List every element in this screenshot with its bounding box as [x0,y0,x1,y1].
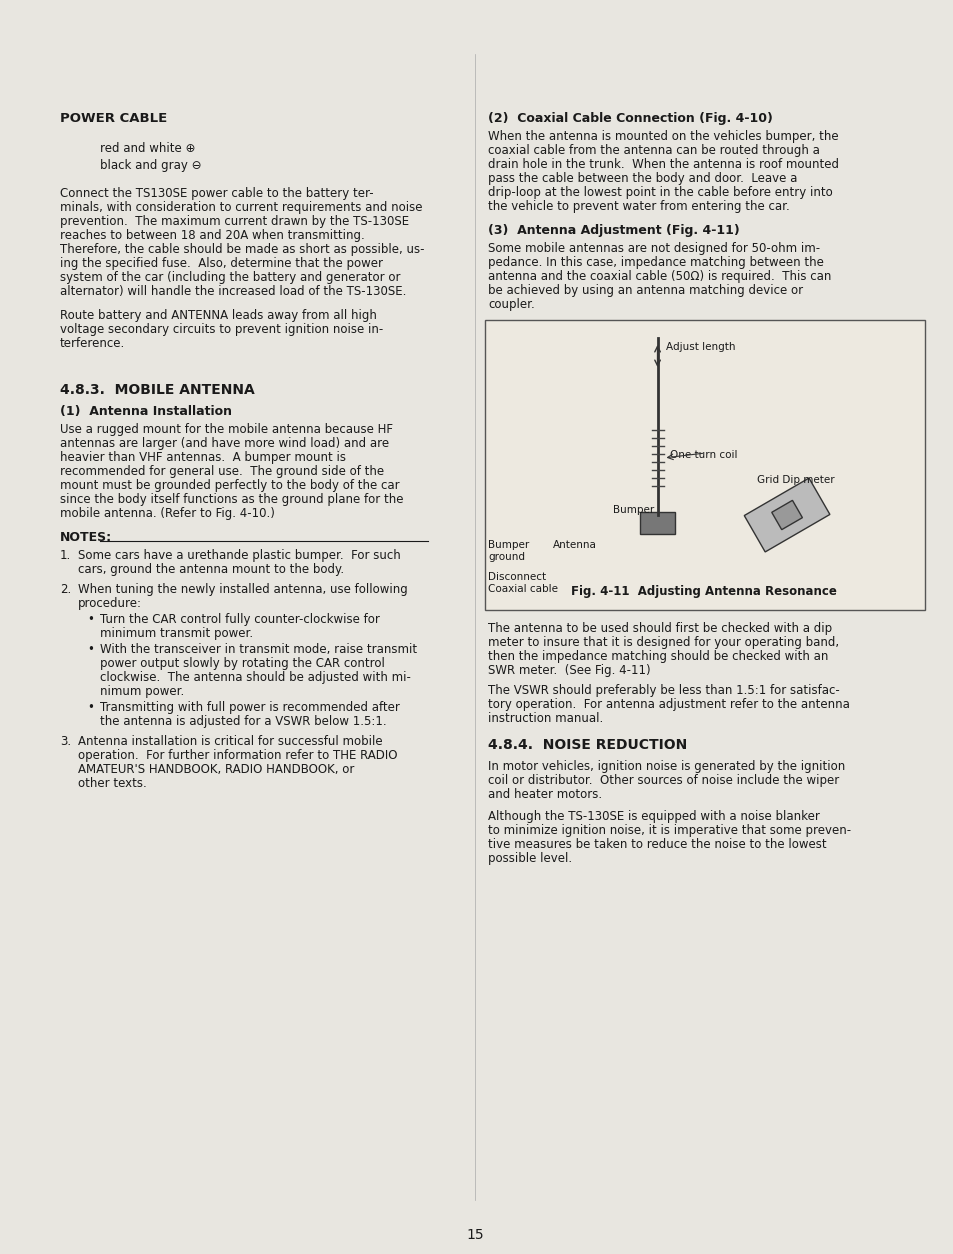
Text: voltage secondary circuits to prevent ignition noise in-: voltage secondary circuits to prevent ig… [60,324,382,336]
Text: The antenna to be used should first be checked with a dip: The antenna to be used should first be c… [488,622,831,635]
Text: mobile antenna. (Refer to Fig. 4-10.): mobile antenna. (Refer to Fig. 4-10.) [60,507,274,520]
Text: alternator) will handle the increased load of the TS-130SE.: alternator) will handle the increased lo… [60,285,406,298]
Text: other texts.: other texts. [77,777,147,790]
Text: •: • [88,701,94,714]
Text: (1)  Antenna Installation: (1) Antenna Installation [60,405,232,418]
Text: heavier than VHF antennas.  A bumper mount is: heavier than VHF antennas. A bumper moun… [60,451,345,464]
Text: Connect the TS130SE power cable to the battery ter-: Connect the TS130SE power cable to the b… [60,187,373,199]
Text: (2)  Coaxial Cable Connection (Fig. 4-10): (2) Coaxial Cable Connection (Fig. 4-10) [488,112,772,125]
Text: operation.  For further information refer to THE RADIO: operation. For further information refer… [77,749,396,762]
Text: •: • [88,643,94,656]
Text: AMATEUR'S HANDBOOK, RADIO HANDBOOK, or: AMATEUR'S HANDBOOK, RADIO HANDBOOK, or [77,762,354,776]
Text: Coaxial cable: Coaxial cable [488,584,558,594]
Text: Antenna: Antenna [553,540,597,551]
Bar [639,512,675,534]
Text: the vehicle to prevent water from entering the car.: the vehicle to prevent water from enteri… [488,199,789,213]
Text: NOTES:: NOTES: [60,530,112,544]
Text: prevention.  The maximum current drawn by the TS-130SE: prevention. The maximum current drawn by… [60,214,409,228]
Text: and heater motors.: and heater motors. [488,788,601,801]
Text: Fig. 4-11  Adjusting Antenna Resonance: Fig. 4-11 Adjusting Antenna Resonance [571,586,837,598]
Text: Route battery and ANTENNA leads away from all high: Route battery and ANTENNA leads away fro… [60,308,376,322]
Text: meter to insure that it is designed for your operating band,: meter to insure that it is designed for … [488,636,839,650]
Text: instruction manual.: instruction manual. [488,712,603,725]
Text: possible level.: possible level. [488,851,572,865]
Text: POWER CABLE: POWER CABLE [60,112,167,125]
Text: Therefore, the cable should be made as short as possible, us-: Therefore, the cable should be made as s… [60,243,424,256]
Text: coupler.: coupler. [488,298,535,311]
Polygon shape [743,478,829,552]
Text: terference.: terference. [60,337,125,350]
Bar [485,320,923,609]
Text: tive measures be taken to reduce the noise to the lowest: tive measures be taken to reduce the noi… [488,838,826,851]
Text: Some cars have a urethande plastic bumper.  For such: Some cars have a urethande plastic bumpe… [77,549,400,562]
Text: Transmitting with full power is recommended after: Transmitting with full power is recommen… [99,701,399,714]
Text: cars, ground the antenna mount to the body.: cars, ground the antenna mount to the bo… [77,563,343,576]
Text: to minimize ignition noise, it is imperative that some preven-: to minimize ignition noise, it is impera… [488,824,850,836]
Text: The VSWR should preferably be less than 1.5:1 for satisfac-: The VSWR should preferably be less than … [488,683,839,697]
Text: procedure:: procedure: [77,597,142,609]
Text: Bumper: Bumper [612,505,654,515]
Text: since the body itself functions as the ground plane for the: since the body itself functions as the g… [60,493,403,507]
Text: minimum transmit power.: minimum transmit power. [99,627,253,640]
Text: system of the car (including the battery and generator or: system of the car (including the battery… [60,271,400,283]
Text: power output slowly by rotating the CAR control: power output slowly by rotating the CAR … [99,657,384,670]
Text: 3.: 3. [60,735,71,747]
Text: be achieved by using an antenna matching device or: be achieved by using an antenna matching… [488,283,802,297]
Text: Although the TS-130SE is equipped with a noise blanker: Although the TS-130SE is equipped with a… [488,810,820,823]
Text: drip-loop at the lowest point in the cable before entry into: drip-loop at the lowest point in the cab… [488,186,832,199]
Text: clockwise.  The antenna should be adjusted with mi-: clockwise. The antenna should be adjuste… [99,671,410,683]
Text: coaxial cable from the antenna can be routed through a: coaxial cable from the antenna can be ro… [488,144,820,157]
Text: SWR meter.  (See Fig. 4-11): SWR meter. (See Fig. 4-11) [488,665,650,677]
Text: recommended for general use.  The ground side of the: recommended for general use. The ground … [60,465,383,478]
Text: Use a rugged mount for the mobile antenna because HF: Use a rugged mount for the mobile antenn… [60,423,393,436]
Text: Bumper: Bumper [488,540,529,551]
Text: 2.: 2. [60,583,71,596]
Text: tory operation.  For antenna adjustment refer to the antenna: tory operation. For antenna adjustment r… [488,698,849,711]
Text: coil or distributor.  Other sources of noise include the wiper: coil or distributor. Other sources of no… [488,774,839,788]
Text: drain hole in the trunk.  When the antenna is roof mounted: drain hole in the trunk. When the antenn… [488,158,839,171]
Text: When tuning the newly installed antenna, use following: When tuning the newly installed antenna,… [77,583,407,596]
Text: Some mobile antennas are not designed for 50-ohm im-: Some mobile antennas are not designed fo… [488,242,820,255]
Text: pedance. In this case, impedance matching between the: pedance. In this case, impedance matchin… [488,256,823,270]
Text: Disconnect: Disconnect [488,572,546,582]
Text: red and white ⊕: red and white ⊕ [99,142,194,155]
Text: ing the specified fuse.  Also, determine that the power: ing the specified fuse. Also, determine … [60,257,382,270]
Text: ground: ground [488,552,525,562]
Text: mount must be grounded perfectly to the body of the car: mount must be grounded perfectly to the … [60,479,399,492]
Text: One turn coil: One turn coil [669,450,737,460]
Text: Antenna installation is critical for successful mobile: Antenna installation is critical for suc… [77,735,382,747]
Text: reaches to between 18 and 20A when transmitting.: reaches to between 18 and 20A when trans… [60,229,364,242]
Text: antenna and the coaxial cable (50Ω) is required.  This can: antenna and the coaxial cable (50Ω) is r… [488,270,831,283]
Text: 4.8.4.  NOISE REDUCTION: 4.8.4. NOISE REDUCTION [488,739,687,752]
Text: 4.8.3.  MOBILE ANTENNA: 4.8.3. MOBILE ANTENNA [60,382,254,398]
Text: (3)  Antenna Adjustment (Fig. 4-11): (3) Antenna Adjustment (Fig. 4-11) [488,224,740,237]
Text: black and gray ⊖: black and gray ⊖ [99,159,201,172]
Text: In motor vehicles, ignition noise is generated by the ignition: In motor vehicles, ignition noise is gen… [488,760,844,772]
Text: 1.: 1. [60,549,71,562]
Text: Grid Dip meter: Grid Dip meter [757,475,834,485]
Text: With the transceiver in transmit mode, raise transmit: With the transceiver in transmit mode, r… [99,643,416,656]
Text: pass the cable between the body and door.  Leave a: pass the cable between the body and door… [488,172,797,186]
Text: antennas are larger (and have more wind load) and are: antennas are larger (and have more wind … [60,436,389,450]
Text: then the impedance matching should be checked with an: then the impedance matching should be ch… [488,650,828,663]
Polygon shape [771,500,801,529]
Text: minals, with consideration to current requirements and noise: minals, with consideration to current re… [60,201,422,214]
Text: nimum power.: nimum power. [99,685,184,698]
Text: Turn the CAR control fully counter-clockwise for: Turn the CAR control fully counter-clock… [99,613,379,626]
Text: Adjust length: Adjust length [665,342,734,352]
Text: 15: 15 [466,1228,483,1241]
Text: •: • [88,613,94,626]
Text: When the antenna is mounted on the vehicles bumper, the: When the antenna is mounted on the vehic… [488,130,838,143]
Text: the antenna is adjusted for a VSWR below 1.5:1.: the antenna is adjusted for a VSWR below… [99,715,386,729]
